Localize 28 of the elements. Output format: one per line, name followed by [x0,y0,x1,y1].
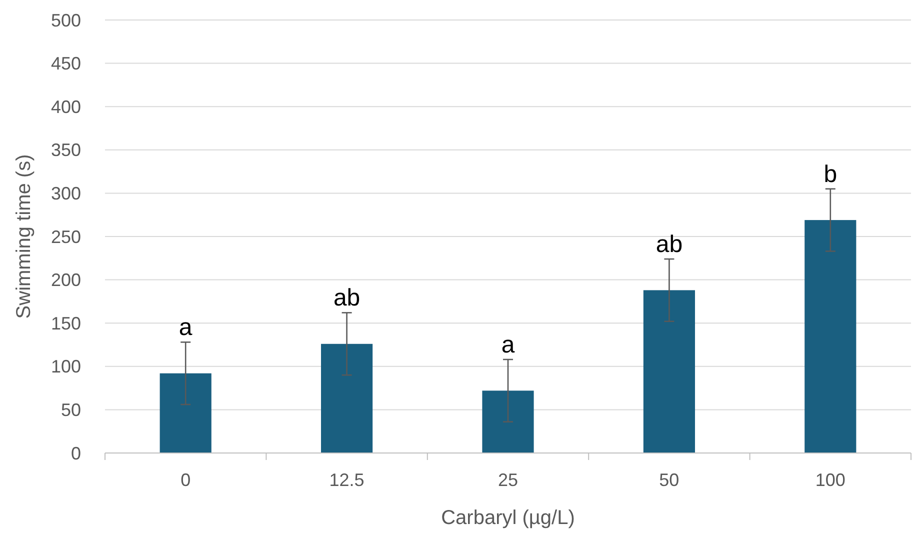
annotation: ab [656,231,683,258]
y-axis-title: Swimming time (s) [13,154,35,319]
bar [482,390,534,453]
x-tick-label: 0 [180,470,191,490]
y-tick-label: 0 [70,443,81,464]
annotation: a [501,331,516,358]
x-axis-title: Carbaryl (µg/L) [441,507,575,529]
annotation: ab [333,284,360,312]
bar [643,290,695,453]
annotation: b [824,160,838,188]
y-tick-label: 250 [50,226,81,247]
x-tick-label: 25 [498,470,518,490]
bar [160,373,212,453]
y-tick-label: 450 [50,54,81,74]
y-tick-label: 100 [50,356,81,377]
bar [321,344,373,453]
y-tick-label: 350 [50,140,81,160]
x-tick-label: 100 [815,470,846,490]
y-tick-label: 150 [50,313,81,334]
y-tick-label: 50 [60,400,81,420]
x-tick-label: 50 [659,470,680,490]
bar [804,220,856,453]
x-tick-label: 12.5 [329,470,364,490]
y-tick-label: 400 [50,96,81,117]
y-tick-label: 200 [50,270,81,290]
y-tick-label: 300 [50,184,81,204]
y-tick-label: 500 [50,10,81,30]
annotation: a [178,314,193,342]
